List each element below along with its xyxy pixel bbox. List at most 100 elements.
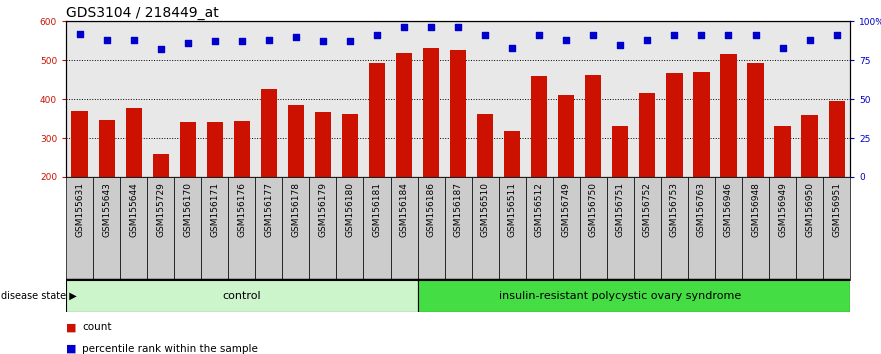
Bar bbox=[769, 177, 796, 280]
Bar bbox=[747, 63, 764, 177]
Text: GSM156186: GSM156186 bbox=[426, 182, 435, 237]
Point bbox=[668, 33, 682, 38]
Point bbox=[127, 37, 141, 43]
Bar bbox=[693, 72, 709, 177]
Point bbox=[181, 40, 195, 46]
Text: GSM156751: GSM156751 bbox=[616, 182, 625, 237]
Bar bbox=[585, 75, 602, 177]
Text: count: count bbox=[82, 322, 111, 332]
Point bbox=[316, 39, 330, 44]
Text: GSM156177: GSM156177 bbox=[264, 182, 273, 237]
Point bbox=[397, 25, 411, 30]
Bar bbox=[823, 177, 850, 280]
Text: GSM156749: GSM156749 bbox=[562, 182, 571, 237]
Text: GDS3104 / 218449_at: GDS3104 / 218449_at bbox=[66, 6, 218, 20]
Bar bbox=[255, 177, 283, 280]
Point bbox=[640, 37, 655, 43]
Bar bbox=[580, 177, 607, 280]
Bar bbox=[315, 112, 331, 177]
Text: control: control bbox=[223, 291, 261, 301]
Bar bbox=[337, 177, 364, 280]
Text: GSM156512: GSM156512 bbox=[535, 182, 544, 237]
Bar bbox=[633, 177, 661, 280]
Point bbox=[370, 33, 384, 38]
Bar bbox=[147, 177, 174, 280]
Point bbox=[559, 37, 574, 43]
Bar bbox=[666, 73, 683, 177]
Point bbox=[478, 33, 492, 38]
Bar bbox=[342, 114, 358, 177]
Point bbox=[694, 33, 708, 38]
Bar bbox=[504, 131, 521, 177]
Bar bbox=[552, 177, 580, 280]
Bar bbox=[526, 177, 552, 280]
Bar bbox=[66, 280, 418, 312]
Text: GSM156950: GSM156950 bbox=[805, 182, 814, 237]
Bar bbox=[612, 126, 628, 177]
Text: GSM156184: GSM156184 bbox=[400, 182, 409, 237]
Point bbox=[289, 34, 303, 40]
Point bbox=[722, 33, 736, 38]
Point bbox=[505, 45, 519, 51]
Bar bbox=[126, 108, 142, 177]
Bar bbox=[828, 101, 845, 177]
Point bbox=[100, 37, 114, 43]
Point bbox=[532, 33, 546, 38]
Text: GSM156510: GSM156510 bbox=[481, 182, 490, 237]
Bar bbox=[309, 177, 337, 280]
Text: GSM156187: GSM156187 bbox=[454, 182, 463, 237]
Bar bbox=[228, 177, 255, 280]
Point bbox=[749, 33, 763, 38]
Bar bbox=[93, 177, 120, 280]
Bar bbox=[261, 89, 277, 177]
Bar bbox=[180, 122, 196, 177]
Bar bbox=[445, 177, 471, 280]
Bar bbox=[802, 115, 818, 177]
Bar bbox=[471, 177, 499, 280]
Bar bbox=[688, 177, 715, 280]
Point bbox=[153, 46, 167, 52]
Text: GSM155631: GSM155631 bbox=[75, 182, 84, 237]
Point bbox=[262, 37, 276, 43]
Bar bbox=[607, 177, 633, 280]
Text: GSM156170: GSM156170 bbox=[183, 182, 192, 237]
Bar bbox=[423, 48, 440, 177]
Point bbox=[830, 33, 844, 38]
Bar bbox=[364, 177, 390, 280]
Point bbox=[451, 25, 465, 30]
Bar bbox=[661, 177, 688, 280]
Text: GSM156951: GSM156951 bbox=[833, 182, 841, 237]
Text: insulin-resistant polycystic ovary syndrome: insulin-resistant polycystic ovary syndr… bbox=[500, 291, 742, 301]
Point bbox=[803, 37, 817, 43]
Point bbox=[586, 33, 600, 38]
Text: GSM156179: GSM156179 bbox=[318, 182, 328, 237]
Bar bbox=[369, 63, 385, 177]
Point bbox=[72, 31, 86, 36]
Text: GSM156753: GSM156753 bbox=[670, 182, 679, 237]
Bar bbox=[99, 120, 115, 177]
Text: GSM156750: GSM156750 bbox=[589, 182, 598, 237]
Bar bbox=[721, 53, 737, 177]
Text: GSM156178: GSM156178 bbox=[292, 182, 300, 237]
Text: GSM156948: GSM156948 bbox=[751, 182, 760, 237]
Point bbox=[208, 39, 222, 44]
Bar bbox=[396, 53, 412, 177]
Text: GSM155644: GSM155644 bbox=[130, 182, 138, 237]
Bar bbox=[120, 177, 147, 280]
Text: GSM156181: GSM156181 bbox=[373, 182, 381, 237]
Bar bbox=[152, 154, 169, 177]
Text: GSM156949: GSM156949 bbox=[778, 182, 787, 237]
Text: GSM156511: GSM156511 bbox=[507, 182, 516, 237]
Bar bbox=[418, 280, 850, 312]
Text: GSM156176: GSM156176 bbox=[237, 182, 247, 237]
Bar bbox=[450, 50, 466, 177]
Bar bbox=[390, 177, 418, 280]
Text: GSM156180: GSM156180 bbox=[345, 182, 354, 237]
Text: GSM156946: GSM156946 bbox=[724, 182, 733, 237]
Bar bbox=[66, 177, 93, 280]
Point bbox=[234, 39, 248, 44]
Bar bbox=[418, 177, 445, 280]
Bar bbox=[796, 177, 823, 280]
Bar bbox=[499, 177, 526, 280]
Bar bbox=[477, 114, 493, 177]
